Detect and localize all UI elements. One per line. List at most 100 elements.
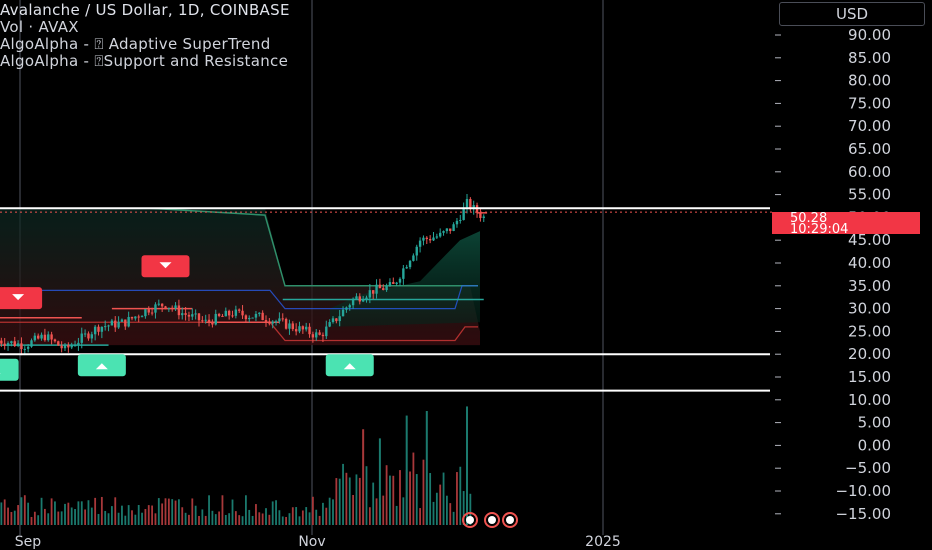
volume-bar (288, 513, 291, 525)
candle-body (110, 320, 114, 326)
candle-body (358, 296, 361, 302)
candle-body (445, 228, 449, 232)
volume-bar (167, 498, 170, 525)
sell-arrow-icon (159, 262, 172, 269)
candle-body (174, 305, 177, 309)
volume-bar (415, 474, 418, 525)
symbol-title[interactable]: Avalanche / US Dollar, 1D, COINBASE (0, 1, 290, 19)
candle-body (412, 255, 415, 261)
volume-bar (127, 505, 130, 525)
volume-bar (459, 466, 462, 525)
candle-body (388, 282, 392, 287)
candle-body (361, 299, 365, 302)
price-tick-label: 35.00 (848, 277, 891, 295)
candle-body (465, 199, 469, 208)
candle-body (355, 296, 358, 299)
volume-bar (412, 452, 415, 525)
volume-bar (204, 515, 207, 525)
volume-bar (0, 502, 3, 525)
volume-bar (191, 498, 194, 525)
volume-bar (298, 516, 301, 525)
candle-body (308, 326, 311, 335)
volume-bar (382, 495, 385, 525)
candle-body (130, 317, 134, 319)
volume-bar (40, 497, 43, 525)
volume-bar (50, 498, 53, 525)
candle-body (442, 231, 445, 233)
volume-bar (419, 508, 421, 525)
volume-bar (258, 512, 261, 525)
volume-bar (141, 512, 143, 525)
volume-bar (452, 511, 455, 525)
volume-bar (248, 509, 251, 525)
volume-bar (439, 484, 442, 525)
volume-bar (402, 497, 405, 525)
candle-body (268, 321, 271, 324)
candle-body (365, 297, 368, 300)
volume-bar (442, 472, 445, 525)
volume-bar (218, 511, 220, 525)
candle-body (328, 322, 331, 327)
volume-bar (147, 505, 150, 525)
candle-body (124, 319, 127, 327)
candle-body (26, 346, 30, 349)
last-price-value: 50.28 (790, 211, 828, 226)
volume-bar (111, 506, 113, 525)
candle-body (241, 310, 244, 316)
volume-bar (338, 478, 341, 525)
candle-body (315, 332, 318, 338)
volume-bar (100, 496, 103, 525)
candle-body (80, 333, 83, 343)
candle-body (171, 307, 174, 309)
candle-body (23, 348, 26, 350)
currency-button[interactable]: USD (779, 2, 925, 26)
candle-body (187, 314, 191, 317)
volume-bar (188, 514, 190, 525)
candle-body (345, 307, 348, 310)
volume-bar (3, 499, 6, 525)
candle-body (382, 288, 385, 290)
time-axis-label: 2025 (585, 534, 621, 550)
price-tick-label: 75.00 (848, 94, 891, 112)
candle-body (278, 318, 281, 322)
supertrend-legend[interactable]: AlgoAlpha - ⍰ Adaptive SuperTrend (0, 35, 271, 53)
volume-bar (312, 496, 314, 525)
volume-bar (435, 492, 438, 525)
volume-bar (456, 472, 458, 525)
volume-bar (178, 499, 180, 525)
candle-body (264, 320, 268, 322)
volume-bar (164, 498, 167, 525)
volume-bar (389, 475, 391, 525)
volume-bar (171, 499, 174, 525)
candle-body (114, 320, 117, 328)
volume-bar (295, 507, 298, 525)
volume-legend[interactable]: Vol · AVAX (0, 18, 79, 36)
volume-bar (305, 507, 308, 525)
candle-body (291, 323, 294, 330)
candle-body (335, 318, 338, 322)
price-tick-label: 80.00 (848, 72, 891, 90)
volume-bar (342, 463, 344, 525)
volume-bar (446, 495, 448, 525)
sell-arrow-icon (12, 294, 25, 301)
candle-body (449, 228, 452, 231)
candle-body (117, 321, 120, 328)
price-tick-label: 10.00 (848, 391, 891, 409)
volume-bar (251, 515, 254, 525)
volume-bar (422, 459, 425, 525)
supertrend-cloud-green (330, 231, 480, 327)
candle-body (127, 317, 130, 327)
candle-body (150, 312, 154, 314)
volume-bar (281, 516, 284, 525)
candle-body (137, 316, 140, 318)
volume-spike (362, 429, 365, 525)
price-tick-label: 65.00 (848, 140, 891, 158)
candle-body (83, 333, 87, 335)
price-tick-label: 55.00 (848, 186, 891, 204)
support-resistance-legend[interactable]: AlgoAlpha - ⍰Support and Resistance (0, 52, 289, 70)
candle-body (201, 320, 204, 322)
volume-bar (265, 508, 267, 525)
volume-bar (201, 509, 204, 525)
candle-body (37, 335, 40, 339)
